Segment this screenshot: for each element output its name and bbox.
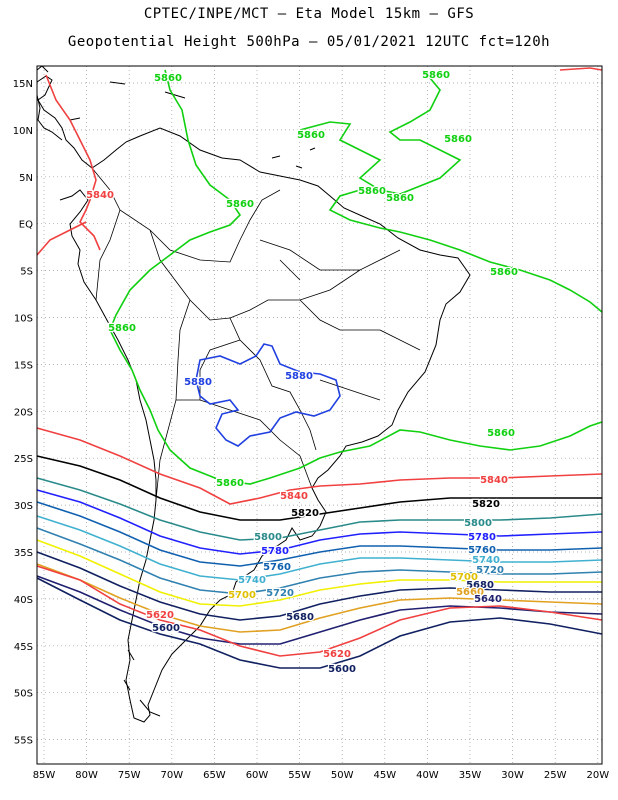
contour-label-5860: 5860 (386, 193, 414, 204)
lon-tick-label: 40W (416, 770, 439, 781)
contour-5880 (195, 343, 341, 447)
contour-label-5840: 5840 (480, 475, 508, 486)
contour-5840-top-right (559, 67, 603, 71)
lon-tick-label: 35W (459, 770, 482, 781)
contour-label-5620: 5620 (146, 610, 174, 621)
lat-tick-label: 40S (14, 595, 33, 606)
contour-label-5700: 5700 (228, 590, 256, 601)
contour-5720 (36, 527, 603, 595)
lon-tick-label: 25W (544, 770, 567, 781)
contour-label-5880: 5880 (184, 377, 212, 388)
lat-tick-label: 5S (20, 267, 33, 278)
lat-tick-label: EQ (19, 220, 33, 231)
contour-label-5800: 5800 (464, 518, 492, 529)
contour-label-5820: 5820 (472, 499, 500, 510)
contour-5600 (36, 577, 603, 669)
geopotential-contours (36, 67, 603, 669)
contour-5840-south (36, 427, 603, 505)
contour-label-5840: 5840 (280, 491, 308, 502)
lat-tick-label: 10N (13, 126, 33, 137)
contour-label-5640: 5640 (474, 594, 502, 605)
contour-label-5740: 5740 (472, 555, 500, 566)
contour-label-5760: 5760 (468, 545, 496, 556)
lon-tick-label: 65W (203, 770, 226, 781)
contour-5740 (36, 515, 603, 581)
contour-label-5680: 5680 (466, 580, 494, 591)
contour-label-5840: 5840 (86, 190, 114, 201)
tierra-del-fuego (123, 649, 161, 717)
contour-label-5720: 5720 (266, 588, 294, 599)
contour-label-5700: 5700 (450, 572, 478, 583)
contour-label-5860: 5860 (154, 73, 182, 84)
axis-ticks: 85W 80W 75W 70W 65W 60W 55W 50W 45W 40W 35W 30W 25W 2… (13, 79, 609, 781)
contour-label-5860: 5860 (108, 323, 136, 334)
contour-5760 (36, 501, 603, 567)
contour-label-5860: 5860 (216, 478, 244, 489)
lon-tick-label: 60W (246, 770, 269, 781)
contour-5860-north (109, 69, 603, 485)
contour-label-5760: 5760 (263, 562, 291, 573)
contour-label-5680: 5680 (286, 612, 314, 623)
lon-tick-label: 45W (373, 770, 396, 781)
contour-label-5860: 5860 (358, 186, 386, 197)
lon-tick-label: 85W (33, 770, 56, 781)
lat-tick-label: 35S (14, 548, 33, 559)
contour-label-5660: 5660 (456, 587, 484, 598)
contour-label-5800: 5800 (254, 532, 282, 543)
caribbean-islands (69, 81, 316, 169)
contour-label-5860: 5860 (297, 130, 325, 141)
lon-tick-label: 20W (586, 770, 609, 781)
lat-tick-label: 5N (19, 173, 33, 184)
lat-tick-label: 55S (14, 736, 33, 747)
contour-label-5860: 5860 (422, 70, 450, 81)
country-borders (91, 167, 421, 501)
contour-label-5600: 5600 (328, 664, 356, 675)
contour-label-5860: 5860 (444, 134, 472, 145)
contour-label-5820: 5820 (291, 508, 319, 519)
contour-5620 (36, 565, 603, 657)
contour-label-5860: 5860 (490, 267, 518, 278)
contour-label-5860: 5860 (226, 199, 254, 210)
contour-5780 (36, 489, 603, 555)
contour-label-5720: 5720 (476, 565, 504, 576)
contour-5700 (36, 539, 602, 607)
lat-tick-label: 20S (14, 407, 33, 418)
contour-label-5740: 5740 (238, 575, 266, 586)
contour-label-5780: 5780 (468, 532, 496, 543)
contour-5860-atlantic (299, 69, 603, 313)
coastline-borders (36, 65, 471, 723)
contour-5660 (36, 563, 603, 633)
lon-tick-label: 80W (75, 770, 98, 781)
lat-tick-label: 30S (14, 501, 33, 512)
lon-tick-label: 50W (331, 770, 354, 781)
contour-5680 (36, 551, 602, 621)
contour-5640 (36, 575, 603, 645)
contour-5820 (36, 455, 602, 521)
lon-tick-label: 75W (118, 770, 141, 781)
map-frame (36, 65, 603, 765)
title-line-2: Geopotential Height 500hPa – 05/01/2021 … (67, 34, 551, 50)
contour-5840-northwest (36, 74, 101, 256)
contour-label-5620: 5620 (323, 649, 351, 660)
lat-tick-label: 15S (14, 360, 33, 371)
lat-tick-label: 45S (14, 642, 33, 653)
contour-label-5600: 5600 (152, 623, 180, 634)
title-line-1: CPTEC/INPE/MCT – Eta Model 15km – GFS (143, 6, 475, 22)
lon-tick-label: 30W (501, 770, 524, 781)
contour-label-5780: 5780 (261, 546, 289, 557)
south-america-coastline (36, 75, 471, 723)
lon-tick-label: 70W (160, 770, 183, 781)
contour-label-5860: 5860 (487, 428, 515, 439)
contour-5800 (36, 477, 603, 541)
lon-tick-label: 55W (288, 770, 311, 781)
lat-lon-grid (37, 66, 602, 764)
lat-tick-label: 50S (14, 689, 33, 700)
contour-label-5880: 5880 (285, 371, 313, 382)
lat-tick-label: 15N (13, 79, 33, 90)
lat-tick-label: 10S (14, 314, 33, 325)
lat-tick-label: 25S (14, 454, 33, 465)
